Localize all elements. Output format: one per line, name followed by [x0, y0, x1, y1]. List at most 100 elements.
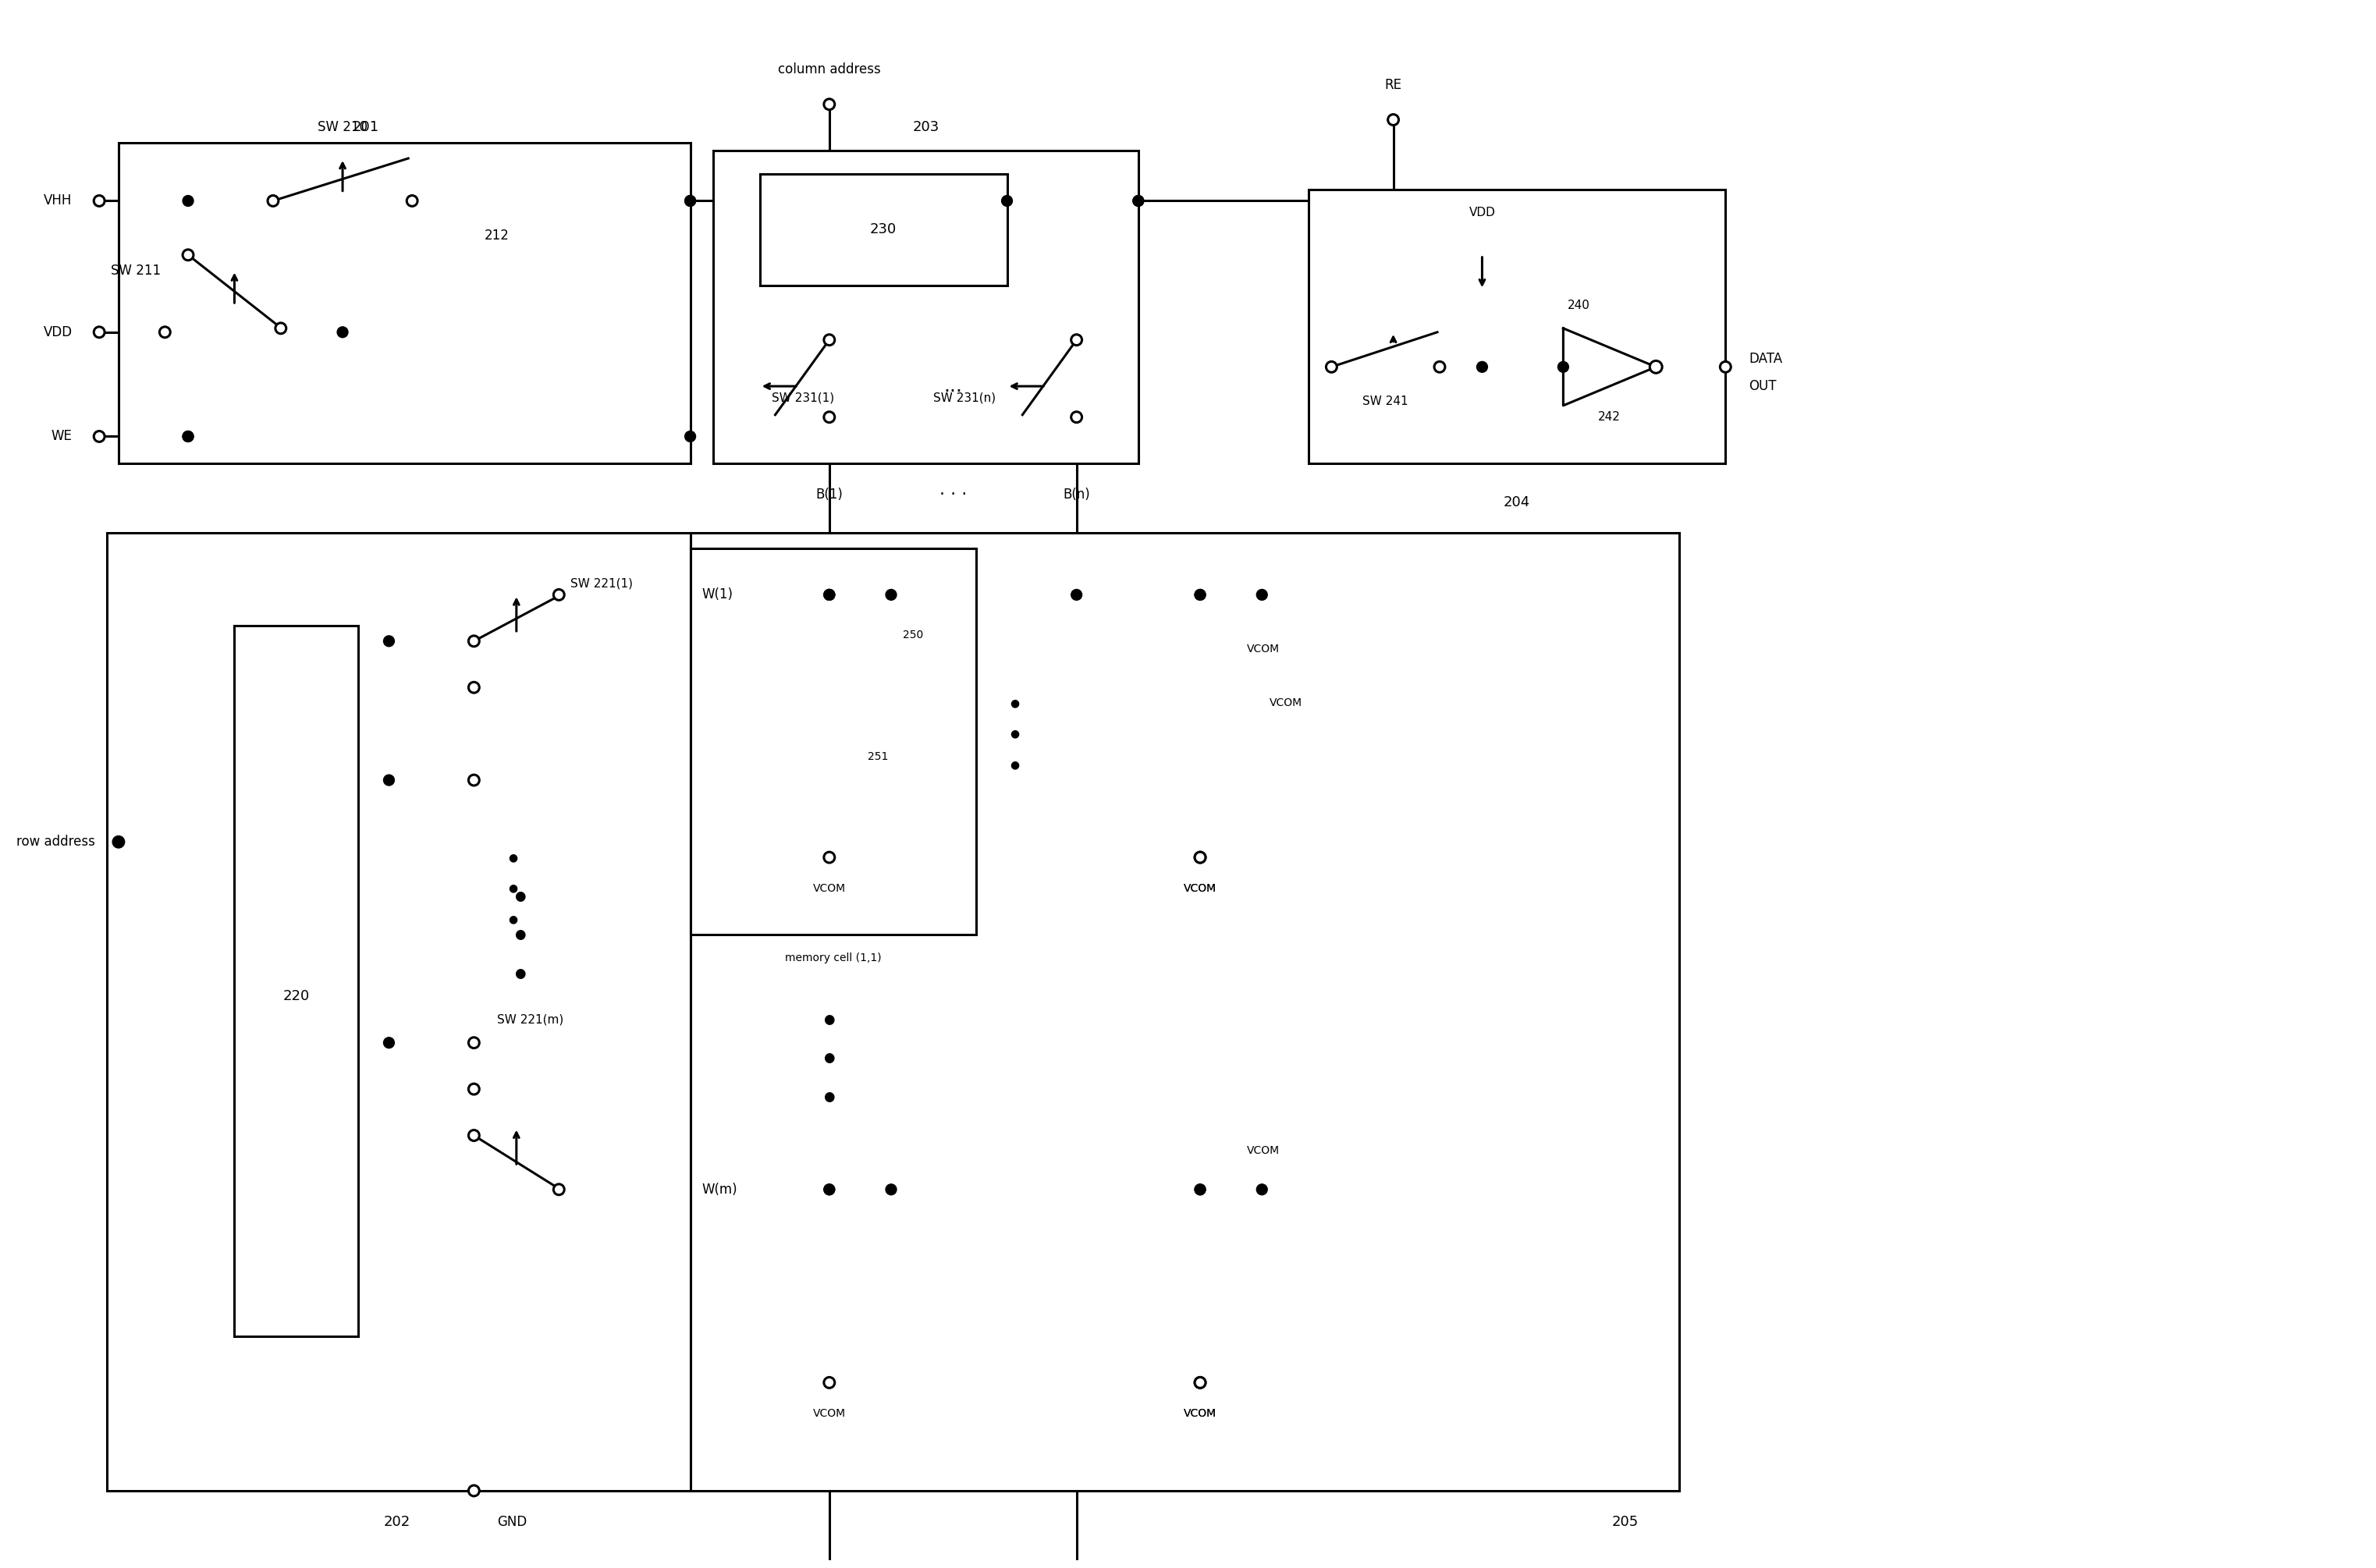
- Text: W(m): W(m): [701, 1182, 737, 1196]
- Circle shape: [183, 196, 192, 207]
- Circle shape: [1649, 361, 1663, 373]
- Circle shape: [93, 196, 105, 207]
- Circle shape: [93, 431, 105, 442]
- Circle shape: [1195, 590, 1205, 601]
- Circle shape: [824, 851, 834, 862]
- Text: 220: 220: [283, 989, 309, 1004]
- Circle shape: [824, 412, 834, 422]
- Circle shape: [1257, 590, 1266, 601]
- Text: SW 231(n): SW 231(n): [934, 392, 996, 403]
- Text: ...: ...: [943, 376, 962, 395]
- Circle shape: [1195, 590, 1205, 601]
- Circle shape: [824, 590, 834, 601]
- Text: OUT: OUT: [1749, 379, 1777, 394]
- Text: memory cell (1,1): memory cell (1,1): [784, 952, 881, 963]
- Circle shape: [468, 1485, 480, 1496]
- Circle shape: [468, 1131, 480, 1142]
- Circle shape: [684, 196, 696, 207]
- Circle shape: [1435, 362, 1445, 372]
- Circle shape: [824, 590, 834, 601]
- Bar: [107, 533, 691, 1491]
- Circle shape: [886, 1184, 896, 1195]
- Circle shape: [1195, 851, 1205, 862]
- Circle shape: [337, 326, 347, 337]
- Circle shape: [1133, 196, 1143, 207]
- Circle shape: [1388, 114, 1399, 125]
- Text: VCOM: VCOM: [1183, 883, 1217, 894]
- Text: VDD: VDD: [1468, 207, 1495, 218]
- Text: W(1): W(1): [701, 588, 734, 602]
- Circle shape: [824, 99, 834, 110]
- Circle shape: [1195, 1184, 1205, 1195]
- Text: ●: ●: [824, 1013, 834, 1027]
- Text: ●: ●: [516, 966, 525, 980]
- Text: VCOM: VCOM: [813, 883, 846, 894]
- Text: row address: row address: [17, 834, 95, 848]
- Text: GND: GND: [497, 1515, 527, 1529]
- Text: 212: 212: [485, 229, 508, 243]
- Text: 202: 202: [383, 1515, 411, 1529]
- Circle shape: [684, 196, 696, 207]
- Circle shape: [1003, 196, 1012, 207]
- Circle shape: [1195, 1377, 1205, 1388]
- Circle shape: [684, 431, 696, 442]
- Text: ●: ●: [508, 914, 518, 925]
- Circle shape: [1720, 362, 1730, 372]
- Text: VDD: VDD: [43, 325, 71, 339]
- Circle shape: [554, 590, 565, 601]
- Text: 203: 203: [912, 121, 939, 135]
- Circle shape: [183, 431, 192, 442]
- Text: ●: ●: [508, 883, 518, 894]
- Circle shape: [159, 326, 171, 337]
- Text: B(1): B(1): [815, 488, 843, 502]
- Circle shape: [114, 836, 124, 847]
- Bar: [760, 174, 1007, 285]
- Text: VCOM: VCOM: [1247, 1145, 1278, 1156]
- Circle shape: [468, 635, 480, 646]
- Circle shape: [276, 323, 285, 334]
- Circle shape: [1257, 1184, 1266, 1195]
- Bar: [691, 549, 977, 935]
- Text: VCOM: VCOM: [813, 1408, 846, 1419]
- Circle shape: [468, 682, 480, 693]
- Circle shape: [1559, 362, 1568, 372]
- Text: WE: WE: [52, 430, 71, 444]
- Text: 242: 242: [1599, 411, 1620, 423]
- Circle shape: [824, 590, 834, 601]
- Text: ●: ●: [516, 889, 525, 903]
- Circle shape: [1133, 196, 1143, 207]
- Text: VCOM: VCOM: [1183, 883, 1217, 894]
- Text: VCOM: VCOM: [1269, 698, 1302, 709]
- Text: DATA: DATA: [1749, 353, 1782, 367]
- Circle shape: [1195, 1184, 1205, 1195]
- Text: ●: ●: [516, 928, 525, 942]
- Bar: [691, 533, 1680, 1491]
- Circle shape: [268, 196, 278, 207]
- Circle shape: [824, 334, 834, 345]
- Text: VCOM: VCOM: [1247, 643, 1278, 654]
- Text: VCOM: VCOM: [1183, 1408, 1217, 1419]
- Circle shape: [406, 196, 418, 207]
- Circle shape: [183, 431, 192, 442]
- Circle shape: [1478, 362, 1487, 372]
- Text: VCOM: VCOM: [1183, 1408, 1217, 1419]
- Text: 240: 240: [1568, 299, 1590, 310]
- Circle shape: [383, 1038, 394, 1047]
- Text: ●: ●: [1010, 698, 1019, 709]
- Circle shape: [468, 1083, 480, 1094]
- Circle shape: [886, 590, 896, 601]
- Text: · · ·: · · ·: [939, 486, 967, 502]
- Text: SW 210: SW 210: [318, 121, 368, 135]
- Text: column address: column address: [777, 63, 881, 77]
- Circle shape: [1072, 412, 1081, 422]
- Text: ●: ●: [824, 1090, 834, 1104]
- Text: 251: 251: [867, 751, 889, 762]
- Circle shape: [554, 1184, 565, 1195]
- Circle shape: [824, 1184, 834, 1195]
- Circle shape: [114, 836, 124, 847]
- Bar: [119, 143, 691, 464]
- Circle shape: [383, 635, 394, 646]
- Bar: [713, 151, 1138, 464]
- Circle shape: [1195, 851, 1205, 862]
- Text: ●: ●: [508, 851, 518, 862]
